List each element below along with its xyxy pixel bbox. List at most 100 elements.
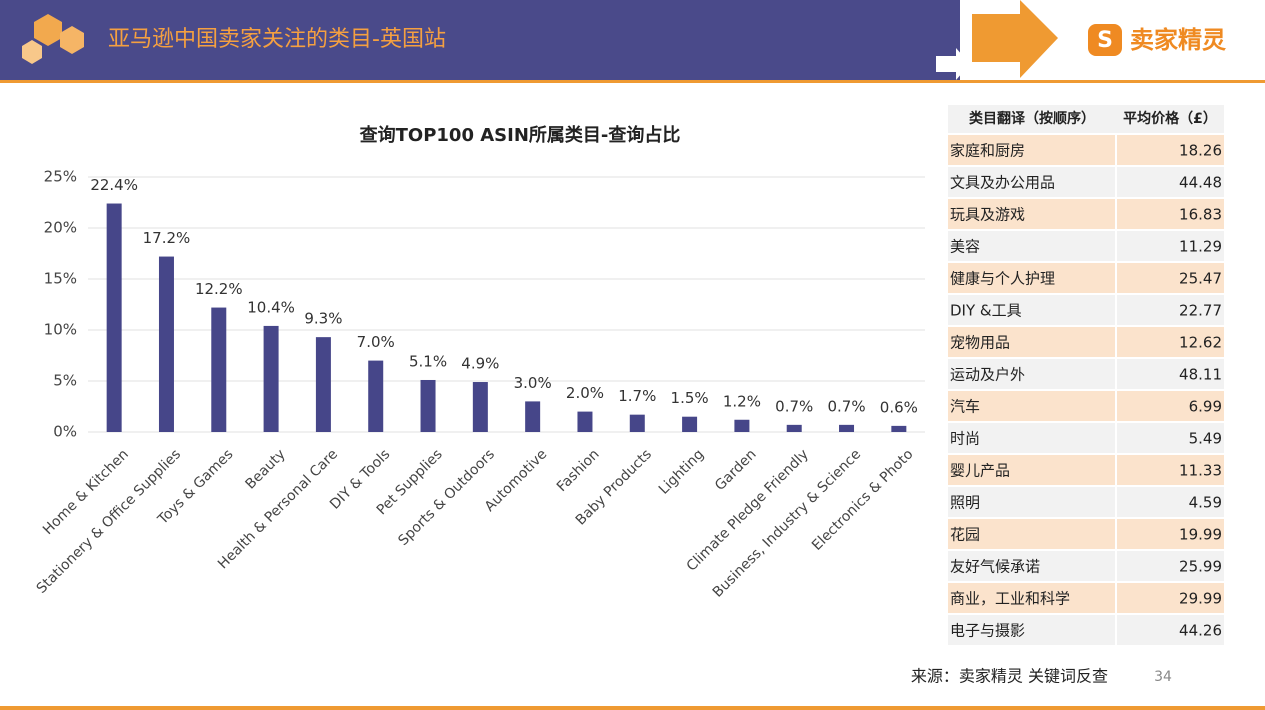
value-label: 9.3% [304, 310, 342, 328]
y-tick-label: 25% [44, 168, 77, 186]
bar [315, 337, 331, 432]
table-row-bg [948, 391, 1224, 421]
bar [525, 401, 541, 432]
table-cell: 12.62 [1179, 334, 1222, 352]
value-label: 0.6% [880, 398, 918, 416]
source: 来源：卖家精灵 关键词反查 [911, 667, 1108, 686]
y-tick-label: 5% [53, 372, 77, 390]
bar [891, 425, 907, 432]
table-row-bg [948, 519, 1224, 549]
x-tick-label: Garden [712, 446, 760, 494]
table-row-bg [948, 199, 1224, 229]
table-cell: 16.83 [1179, 206, 1222, 224]
y-tick-label: 0% [53, 423, 77, 441]
x-tick-label: Fashion [554, 446, 603, 495]
footer-rule [0, 706, 1265, 710]
x-tick-label: Sports & Outdoors [395, 446, 498, 549]
table-cell: 电子与摄影 [950, 622, 1025, 640]
table-cell: 商业，工业和科学 [950, 590, 1070, 608]
table-row-bg [948, 551, 1224, 581]
table-row-bg [948, 135, 1224, 165]
arrow-small [936, 48, 970, 80]
y-tick-label: 15% [44, 270, 77, 288]
table-cell: 家庭和厨房 [950, 142, 1025, 160]
bar [786, 424, 802, 432]
table-cell: 健康与个人护理 [950, 270, 1055, 288]
table-cell: 5.49 [1189, 430, 1222, 448]
table-header: 平均价格（£） [1123, 110, 1217, 127]
hexagon [60, 26, 84, 54]
value-label: 12.2% [195, 280, 243, 298]
table-cell: 时尚 [950, 430, 980, 448]
value-label: 10.4% [247, 298, 295, 316]
x-tick-label: Home & Kitchen [40, 446, 132, 538]
table-cell: 11.33 [1179, 462, 1222, 480]
table-cell: 29.99 [1179, 590, 1222, 608]
table-row-bg [948, 295, 1224, 325]
table-cell: 25.99 [1179, 558, 1222, 576]
table-cell: 6.99 [1189, 398, 1222, 416]
table-cell: 44.48 [1179, 174, 1222, 192]
value-label: 1.7% [618, 387, 656, 405]
bar [472, 382, 488, 432]
table-cell: 汽车 [950, 398, 980, 416]
x-tick-label: Beauty [242, 446, 288, 492]
value-label: 1.5% [671, 389, 709, 407]
bar [368, 360, 384, 432]
value-label: 0.7% [827, 397, 865, 415]
header-title: 亚马逊中国卖家关注的类目-英国站 [108, 27, 446, 52]
bar [682, 416, 698, 432]
table-cell: 友好气候承诺 [950, 558, 1040, 576]
y-tick-label: 20% [44, 219, 77, 237]
table-cell: 18.26 [1179, 142, 1222, 160]
table-header: 类目翻译（按顺序） [969, 110, 1095, 127]
table-row-bg [948, 327, 1224, 357]
x-tick-label: Electronics & Photo [809, 446, 917, 554]
logo-text: 卖家精灵 [1130, 26, 1226, 54]
value-label: 3.0% [514, 374, 552, 392]
value-label: 22.4% [90, 176, 138, 194]
value-label: 17.2% [143, 229, 191, 247]
bar [734, 419, 750, 432]
value-label: 5.1% [409, 352, 447, 370]
table-cell: 19.99 [1179, 526, 1222, 544]
bar [420, 379, 436, 432]
table-cell: DIY &工具 [950, 302, 1022, 320]
table-cell: 4.59 [1189, 494, 1222, 512]
table-row-bg [948, 231, 1224, 261]
table-cell: 22.77 [1179, 302, 1222, 320]
x-tick-label: Lighting [656, 446, 707, 497]
table-row-bg [948, 487, 1224, 517]
bar [106, 203, 122, 432]
table-cell: 照明 [950, 494, 980, 512]
value-label: 4.9% [461, 355, 499, 373]
table-row-bg [948, 359, 1224, 389]
header-rule [0, 80, 1265, 83]
value-label: 0.7% [775, 397, 813, 415]
table-cell: 宠物用品 [950, 334, 1010, 352]
table-cell: 44.26 [1179, 622, 1222, 640]
bar [158, 256, 174, 432]
table-cell: 11.29 [1179, 238, 1222, 256]
table-header-bg [948, 105, 1224, 133]
value-label: 1.2% [723, 392, 761, 410]
table-row-bg [948, 263, 1224, 293]
table-cell: 花园 [950, 526, 980, 544]
table-row-bg [948, 423, 1224, 453]
table-cell: 美容 [950, 238, 980, 256]
bar [839, 424, 855, 432]
table-cell: 玩具及游戏 [950, 206, 1025, 224]
bar [629, 414, 645, 432]
table-row-bg [948, 583, 1224, 613]
table-cell: 运动及户外 [950, 366, 1025, 384]
value-label: 7.0% [357, 333, 395, 351]
value-label: 2.0% [566, 384, 604, 402]
table-cell: 48.11 [1179, 366, 1222, 384]
hexagon [34, 14, 62, 46]
table-cell: 25.47 [1179, 270, 1222, 288]
bar [211, 307, 227, 432]
y-tick-label: 10% [44, 321, 77, 339]
chart-title: 查询TOP100 ASIN所属类目-查询占比 [360, 124, 681, 146]
